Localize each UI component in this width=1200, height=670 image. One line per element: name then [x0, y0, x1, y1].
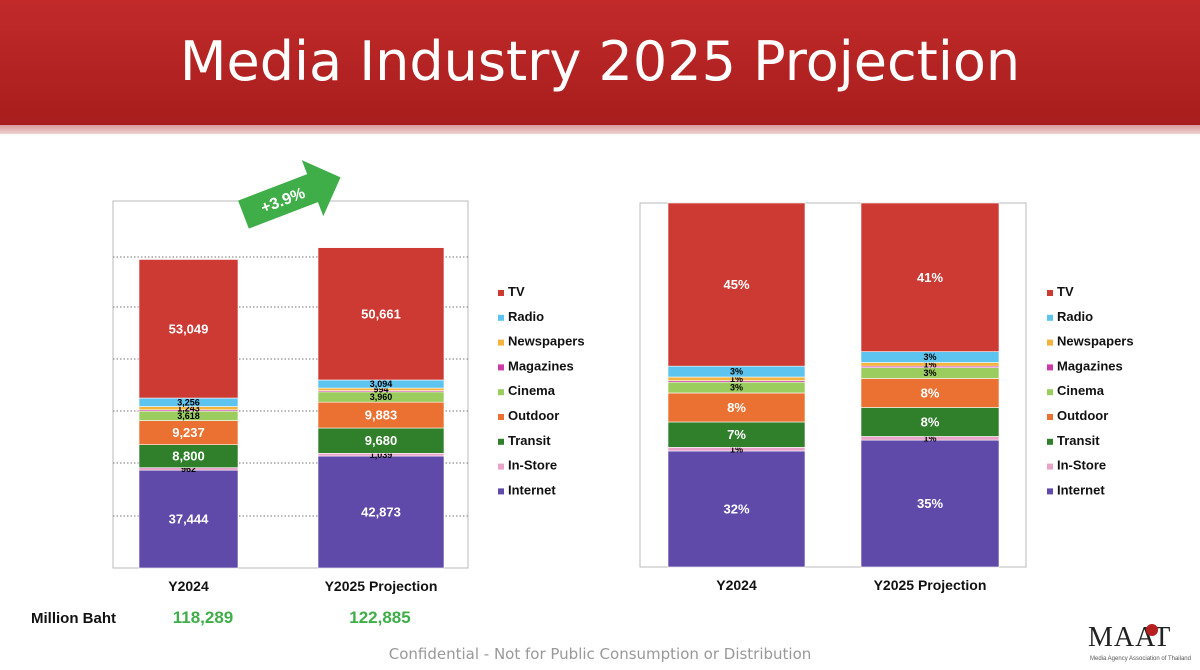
chart-0-data-label-internet-0: 37,444 [169, 512, 210, 527]
chart-1-legend-swatch-newspapers [1047, 339, 1053, 346]
chart-1-legend-swatch-magazines [1047, 364, 1053, 371]
chart-0-legend-magazines: Magazines [508, 358, 574, 373]
chart-1-legend-swatch-radio [1047, 314, 1053, 321]
chart-1-data-label-newspapers-1: 1% [923, 359, 936, 369]
chart-0-data-label-newspapers-1: 994 [373, 385, 388, 395]
chart-1-data-label-radio-0: 3% [730, 367, 743, 377]
chart-1-bar-transit-0 [667, 421, 806, 448]
chart-0-data-label-tv-1: 50,661 [361, 306, 401, 321]
chart-0-legend-swatch-in-store [498, 463, 504, 470]
total-y2024: 118,289 [172, 608, 234, 627]
chart-1-data-label-outdoor-1: 8% [921, 386, 940, 401]
chart-1-legend-magazines: Magazines [1057, 358, 1123, 373]
chart-1-data-label-cinema-1: 3% [923, 368, 936, 378]
chart-1-legend-transit: Transit [1057, 433, 1100, 448]
chart-1-data-label-tv-0: 45% [723, 277, 749, 292]
chart-0-category-label-0: Y2024 [168, 578, 209, 594]
chart-1-data-label-radio-1: 3% [923, 352, 936, 362]
maat-logo: MAAT Media Agency Association of Thailan… [1086, 622, 1191, 668]
chart-0-data-label-cinema-0: 3,618 [177, 411, 200, 421]
chart-0-legend-transit: Transit [508, 433, 551, 448]
total-y2025: 122,885 [349, 608, 411, 627]
chart-1-bar-tv-1 [860, 202, 1000, 352]
chart-0-category-label-1: Y2025 Projection [325, 578, 438, 594]
chart-0-legend-swatch-tv [498, 290, 504, 296]
chart-0-data-label-in-store-0: 962 [181, 464, 196, 474]
chart-1-legend-swatch-in-store [1047, 463, 1053, 470]
chart-0-bar-transit-1 [317, 427, 445, 454]
chart-1-legend-radio: Radio [1057, 309, 1093, 324]
logo-text: MAAT [1088, 622, 1172, 653]
chart-0-legend-cinema: Cinema [508, 383, 556, 398]
chart-0-legend-swatch-transit [498, 438, 504, 445]
chart-1-legend-swatch-internet [1047, 488, 1053, 495]
growth-arrow-shape [238, 160, 341, 229]
chart-1-data-label-newspapers-0: 1% [730, 374, 743, 384]
chart-1-legend-internet: Internet [1057, 482, 1105, 497]
chart-1-bar-outdoor-1 [860, 378, 1000, 408]
chart-1-legend-outdoor: Outdoor [1057, 408, 1108, 423]
chart-1-bar-internet-0 [667, 450, 806, 568]
chart-1-data-label-transit-1: 8% [921, 415, 940, 430]
chart-1-bar-transit-1 [860, 407, 1000, 437]
chart-1-legend-newspapers: Newspapers [1057, 334, 1134, 349]
chart-0-data-label-cinema-1: 3,960 [370, 392, 393, 402]
chart-0-data-label-transit-1: 9,680 [365, 433, 398, 448]
chart-1-data-label-tv-1: 41% [917, 270, 943, 285]
chart-1-legend-tv: TV [1057, 284, 1074, 299]
chart-0-bar-outdoor-0 [138, 420, 239, 445]
chart-1-bar-internet-1 [860, 439, 1000, 568]
chart-0-legend-swatch-newspapers [498, 339, 504, 346]
chart-1-legend-in-store: In-Store [1057, 458, 1106, 473]
chart-1-legend-swatch-tv [1047, 290, 1053, 296]
page-title: Media Industry 2025 Projection [179, 30, 1021, 93]
chart-0-bar-internet-0 [138, 469, 239, 569]
chart-0-data-label-transit-0: 8,800 [172, 449, 205, 464]
chart-1-data-label-transit-0: 7% [727, 427, 746, 442]
chart-1-data-label-in-store-1: 1% [923, 433, 936, 443]
logo-dot-icon [1146, 624, 1158, 636]
chart-1-legend-cinema: Cinema [1057, 383, 1105, 398]
chart-0-legend-radio: Radio [508, 309, 544, 324]
header-banner [0, 0, 1200, 125]
chart-1-bar-tv-0 [667, 202, 806, 367]
chart-1-category-label-0: Y2024 [716, 577, 757, 593]
chart-1-legend-swatch-transit [1047, 438, 1053, 445]
chart-0-data-label-outdoor-0: 9,237 [172, 425, 205, 440]
chart-1-data-label-internet-0: 32% [723, 502, 749, 517]
chart-1-data-label-outdoor-0: 8% [727, 400, 746, 415]
chart-0-data-label-tv-0: 53,049 [169, 321, 209, 336]
chart-0-data-label-internet-1: 42,873 [361, 505, 401, 520]
confidential-footer: Confidential - Not for Public Consumptio… [388, 645, 812, 663]
chart-0-legend-tv: TV [508, 284, 525, 299]
chart-0-legend-in-store: In-Store [508, 458, 557, 473]
chart-1-bar-outdoor-0 [667, 392, 806, 423]
chart-1-data-label-in-store-0: 1% [730, 444, 743, 454]
chart-0-legend-swatch-magazines [498, 364, 504, 371]
chart-1-legend-swatch-outdoor [1047, 414, 1053, 420]
totals-label: Million Baht [31, 610, 116, 627]
chart-0-legend-outdoor: Outdoor [508, 408, 559, 423]
chart-0-data-label-radio-0: 3,256 [177, 397, 200, 407]
chart-0-bar-tv-1 [317, 247, 445, 381]
chart-0-legend-internet: Internet [508, 482, 556, 497]
chart-1-data-label-cinema-0: 3% [730, 383, 743, 393]
logo-subtitle: Media Agency Association of Thailand [1090, 656, 1191, 662]
chart-1-legend-swatch-cinema [1047, 389, 1053, 396]
chart-0-data-label-newspapers-0: 1,243 [177, 403, 200, 413]
chart-1-data-label-internet-1: 35% [917, 496, 943, 511]
chart-0-legend-newspapers: Newspapers [508, 334, 585, 349]
chart-0-legend-swatch-radio [498, 314, 504, 321]
chart-0-bar-internet-1 [317, 455, 445, 569]
chart-0-data-label-in-store-1: 1,039 [370, 450, 393, 460]
chart-0-legend-swatch-cinema [498, 389, 504, 396]
chart-0-data-label-radio-1: 3,094 [370, 379, 393, 389]
chart-0-legend-swatch-internet [498, 488, 504, 495]
header-divider [0, 125, 1200, 134]
chart-0-legend-swatch-outdoor [498, 414, 504, 420]
chart-1-category-label-1: Y2025 Projection [874, 577, 987, 593]
chart-0-bar-tv-0 [138, 259, 239, 399]
chart-0-data-label-outdoor-1: 9,883 [365, 408, 398, 423]
